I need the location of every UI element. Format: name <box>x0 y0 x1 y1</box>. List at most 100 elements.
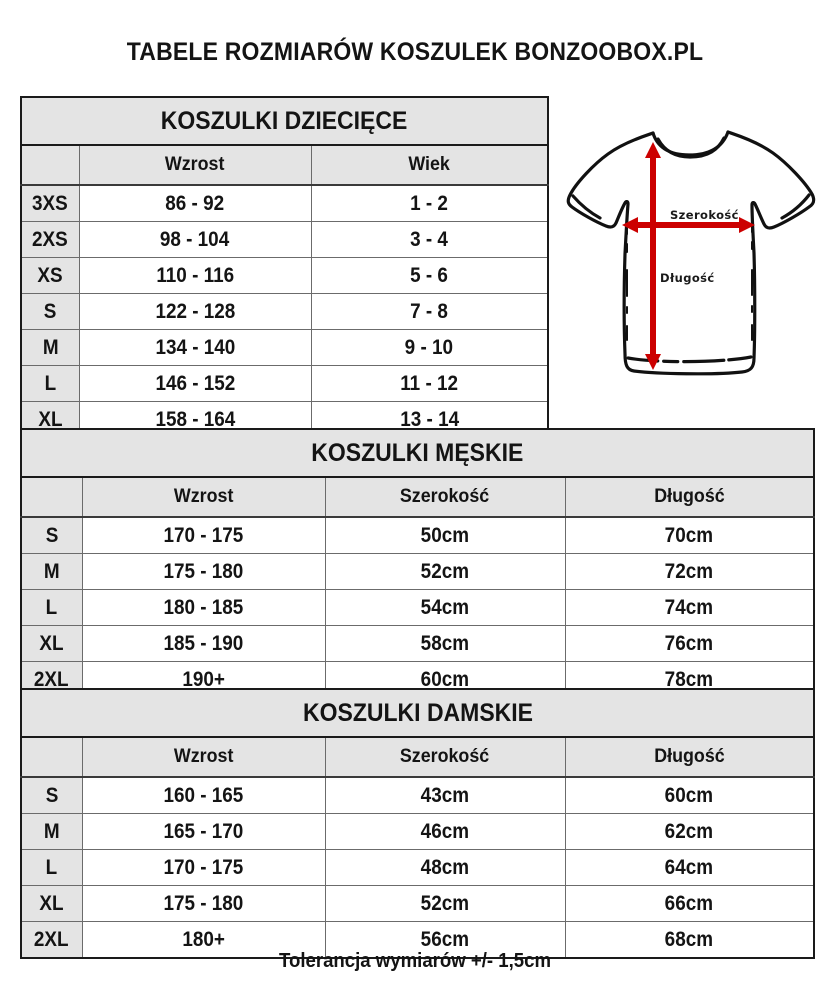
size-cell: M <box>20 813 83 850</box>
value-cell: 43cm <box>324 776 566 814</box>
value-text: 11 - 12 <box>400 371 459 395</box>
value-text: 122 - 128 <box>155 299 235 323</box>
size-cell: XS <box>20 257 80 294</box>
value-text: 165 - 170 <box>163 819 244 843</box>
value-text: 70cm <box>665 523 714 547</box>
table-row: XL 175 - 180 52cm 66cm <box>20 885 815 922</box>
value-cell: 3 - 4 <box>310 221 549 258</box>
value-text: 185 - 190 <box>163 631 244 655</box>
table-row: M 165 - 170 46cm 62cm <box>20 813 815 850</box>
value-cell: 50cm <box>324 516 566 554</box>
column-header-text: Szerokość <box>400 486 490 507</box>
value-cell: 68cm <box>564 921 815 959</box>
size-cell: S <box>20 776 83 814</box>
size-cell: XL <box>20 885 83 922</box>
value-cell: 175 - 180 <box>81 885 326 922</box>
value-text: 5 - 6 <box>410 263 449 287</box>
table-caption: KOSZULKI DAMSKIE <box>21 689 814 738</box>
page-title: TABELE ROZMIARÓW KOSZULEK BONZOOBOX.PL <box>126 38 704 66</box>
value-text: 9 - 10 <box>405 335 454 359</box>
size-cell: 2XL <box>20 921 83 959</box>
length-arrow <box>645 142 661 370</box>
value-text: 190+ <box>182 667 225 691</box>
value-cell: 7 - 8 <box>310 293 549 330</box>
value-cell: 146 - 152 <box>78 365 312 402</box>
table-header-row: Wzrost Szerokość Długość <box>20 476 815 518</box>
column-header: Wzrost <box>81 736 326 778</box>
value-text: 48cm <box>420 855 470 879</box>
table-row: 2XS 98 - 104 3 - 4 <box>20 221 549 258</box>
value-text: 1 - 2 <box>410 191 449 215</box>
table-header-row: Wzrost Wiek <box>20 144 549 186</box>
column-header: Wzrost <box>78 144 312 186</box>
value-text: 72cm <box>665 559 714 583</box>
value-cell: 170 - 175 <box>81 849 326 886</box>
value-text: 54cm <box>420 595 470 619</box>
size-label: M <box>43 559 60 583</box>
value-cell: 86 - 92 <box>78 184 312 222</box>
value-text: 7 - 8 <box>410 299 449 323</box>
column-header: Szerokość <box>324 476 566 518</box>
value-text: 170 - 175 <box>163 855 244 879</box>
value-cell: 52cm <box>324 553 566 590</box>
value-cell: 54cm <box>324 589 566 626</box>
column-header-size <box>20 736 83 778</box>
value-text: 158 - 164 <box>155 407 235 431</box>
size-cell: L <box>20 365 80 402</box>
size-label: XL <box>39 631 64 655</box>
size-cell: M <box>20 553 83 590</box>
table-row: M 134 - 140 9 - 10 <box>20 329 549 366</box>
value-cell: 11 - 12 <box>310 365 549 402</box>
table-row: L 180 - 185 54cm 74cm <box>20 589 815 626</box>
size-label: L <box>44 371 57 395</box>
value-cell: 122 - 128 <box>78 293 312 330</box>
value-cell: 48cm <box>324 849 566 886</box>
column-header-size <box>20 144 80 186</box>
tshirt-outline-icon <box>566 130 816 376</box>
value-cell: 98 - 104 <box>78 221 312 258</box>
size-label: M <box>42 335 59 359</box>
value-cell: 185 - 190 <box>81 625 326 662</box>
size-label: 2XL <box>34 927 70 951</box>
value-text: 52cm <box>420 891 470 915</box>
value-text: 43cm <box>420 783 470 807</box>
table-caption: KOSZULKI MĘSKIE <box>21 429 815 478</box>
value-text: 64cm <box>665 855 714 879</box>
table-row: L 170 - 175 48cm 64cm <box>20 849 815 886</box>
table-row: XL 185 - 190 58cm 76cm <box>20 625 815 662</box>
value-cell: 134 - 140 <box>78 329 312 366</box>
table-row: 3XS 86 - 92 1 - 2 <box>20 184 549 222</box>
value-cell: 58cm <box>324 625 566 662</box>
value-cell: 76cm <box>564 625 815 662</box>
value-text: 3 - 4 <box>410 227 449 251</box>
value-text: 76cm <box>665 631 714 655</box>
value-cell: 74cm <box>564 589 815 626</box>
size-label: 2XS <box>32 227 69 251</box>
value-cell: 160 - 165 <box>81 776 326 814</box>
size-cell: XL <box>20 625 83 662</box>
size-label: 3XS <box>32 191 69 215</box>
size-label: S <box>45 783 59 807</box>
size-cell: L <box>20 849 83 886</box>
column-header-text: Długość <box>654 486 725 507</box>
value-text: 50cm <box>420 523 470 547</box>
size-label: S <box>45 523 59 547</box>
value-text: 58cm <box>420 631 470 655</box>
size-cell: S <box>20 293 80 330</box>
value-text: 86 - 92 <box>165 191 225 215</box>
size-cell: 2XS <box>20 221 80 258</box>
table-caption-text: KOSZULKI MĘSKIE <box>311 438 524 467</box>
value-cell: 46cm <box>324 813 566 850</box>
value-text: 160 - 165 <box>163 783 244 807</box>
value-text: 74cm <box>665 595 714 619</box>
column-header: Wzrost <box>81 476 326 518</box>
size-cell: S <box>20 516 83 554</box>
column-header-text: Wzrost <box>165 154 225 175</box>
size-table-men: KOSZULKI MĘSKIE Wzrost Szerokość Długość S 17… <box>20 428 816 699</box>
column-header-text: Szerokość <box>400 746 490 767</box>
value-text: 180 - 185 <box>163 595 244 619</box>
table-row: S 122 - 128 7 - 8 <box>20 293 549 330</box>
table-kids-body: KOSZULKI DZIECIĘCE Wzrost Wiek 3XS 86 - 92 1 … <box>20 97 549 439</box>
table-men-body: KOSZULKI MĘSKIE Wzrost Szerokość Długość S 17… <box>20 429 815 699</box>
value-text: 170 - 175 <box>163 523 244 547</box>
